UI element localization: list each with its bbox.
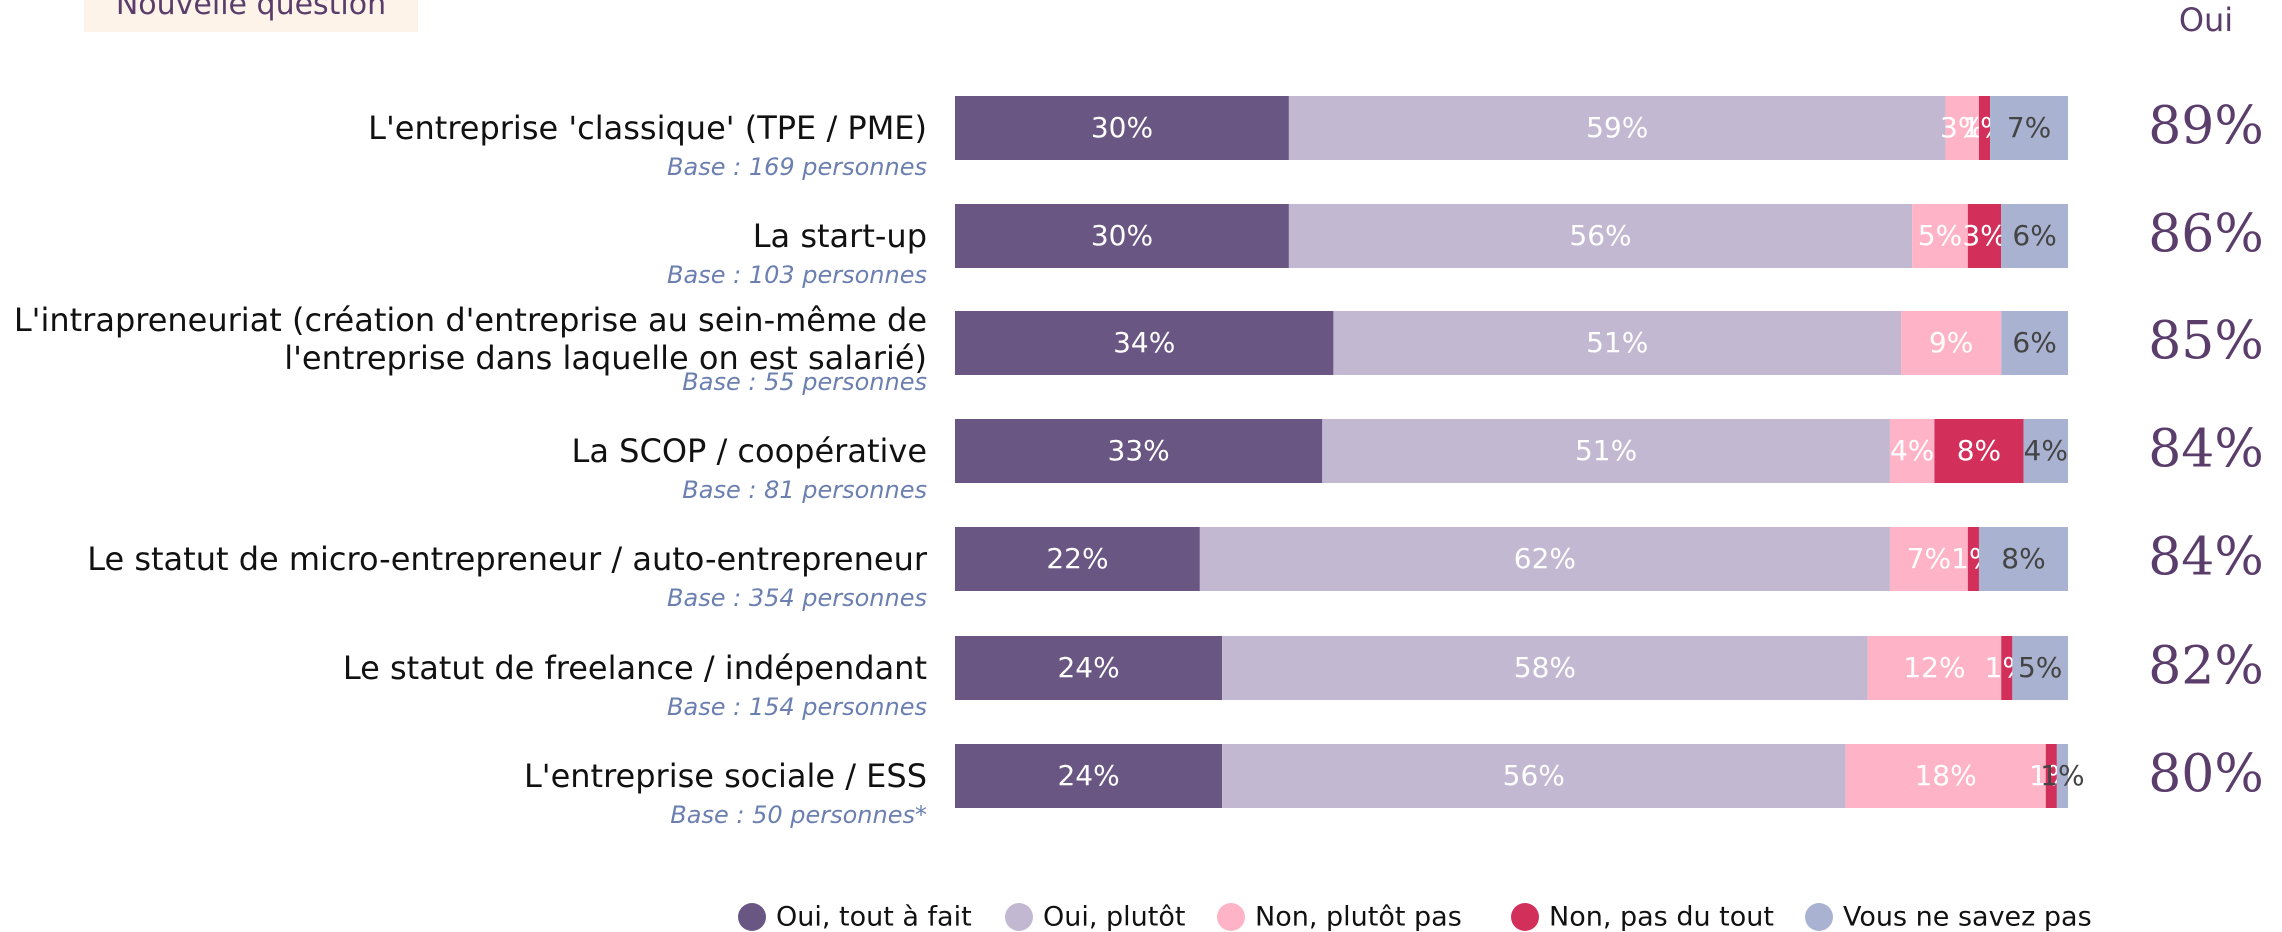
value-label: 34% [1113, 326, 1175, 359]
bar-segment [1222, 636, 1868, 700]
value-label: 4% [1890, 434, 1934, 467]
value-label: 59% [1586, 111, 1648, 144]
value-label: 22% [1046, 542, 1108, 575]
bar-segment [955, 744, 1223, 808]
value-label: 12% [1903, 651, 1965, 684]
value-label: 5% [1918, 219, 1962, 252]
bar-segment [955, 636, 1223, 700]
value-label: 6% [2012, 219, 2056, 252]
category-label: Le statut de micro-entrepreneur / auto-e… [87, 540, 927, 578]
value-label: 4% [2024, 434, 2068, 467]
value-label: 56% [1503, 759, 1565, 792]
base-label: Base : 50 personnes* [670, 801, 927, 829]
category-label: L'entreprise sociale / ESS [523, 757, 927, 795]
bar-segment [1912, 204, 1968, 268]
bar-segment [955, 204, 1289, 268]
bar-segment [1333, 311, 1902, 375]
value-label: 8% [2001, 542, 2045, 575]
value-label: 58% [1514, 651, 1576, 684]
legend-label: Non, plutôt pas [1255, 902, 1462, 932]
bar-segment [1934, 419, 2024, 483]
legend-swatch [738, 903, 766, 931]
value-label: 7% [2007, 111, 2051, 144]
bar-segment [1222, 744, 1846, 808]
base-label: Base : 55 personnes [682, 368, 927, 396]
value-label: 33% [1108, 434, 1170, 467]
value-label: 1% [2040, 759, 2084, 792]
legend-label: Oui, tout à fait [776, 902, 972, 932]
category-label: L'intrapreneuriat (création d'entreprise… [13, 301, 927, 377]
bar-segment [2012, 636, 2068, 700]
total-label: 82% [2148, 637, 2264, 697]
base-label: Base : 354 personnes [667, 584, 927, 612]
bar-segment [1967, 204, 2002, 268]
bar-segment [1889, 419, 1935, 483]
total-label: 84% [2148, 420, 2264, 480]
legend-label: Oui, plutôt [1043, 902, 1185, 932]
value-label: 56% [1569, 219, 1631, 252]
bar-segment [1978, 96, 1991, 160]
legend-swatch [1511, 903, 1539, 931]
value-label: 24% [1057, 651, 1119, 684]
value-label: 5% [2018, 651, 2062, 684]
bar-segment [1945, 96, 1979, 160]
bar-segment [2001, 636, 2013, 700]
legend-label: Vous ne savez pas [1843, 902, 2092, 932]
totals-header: Oui [2179, 1, 2233, 39]
category-label: L'entreprise 'classique' (TPE / PME) [368, 109, 927, 147]
legend-label: Non, pas du tout [1549, 902, 1774, 932]
legend-swatch [1805, 903, 1833, 931]
bar-segment [1288, 204, 1913, 268]
legend-swatch [1217, 903, 1245, 931]
value-label: 3% [1940, 111, 1984, 144]
value-label: 51% [1586, 326, 1648, 359]
value-label: 51% [1575, 434, 1637, 467]
total-label: 80% [2148, 745, 2264, 805]
bar-segment [1288, 96, 1946, 160]
bar-segment [1845, 744, 2046, 808]
value-label: 8% [1957, 434, 2001, 467]
base-label: Base : 103 personnes [667, 261, 927, 289]
total-label: 85% [2148, 312, 2264, 372]
base-label: Base : 169 personnes [667, 153, 927, 181]
value-label: 30% [1091, 219, 1153, 252]
bar-segment [1889, 527, 1968, 591]
value-label: 7% [1907, 542, 1951, 575]
bar-segment [955, 311, 1334, 375]
total-label: 86% [2148, 205, 2264, 265]
bar-segment [2056, 744, 2068, 808]
bar-segment [1322, 419, 1890, 483]
category-label: Le statut de freelance / indépendant [342, 649, 927, 687]
value-label: 9% [1929, 326, 1973, 359]
value-label: 3% [1962, 219, 2006, 252]
new-question-button[interactable]: Nouvelle question [84, 0, 418, 32]
bar-segment [2023, 419, 2068, 483]
total-label: 89% [2148, 97, 2264, 157]
category-label: La start-up [752, 217, 927, 255]
bar-segment [1967, 527, 1979, 591]
value-label: 62% [1514, 542, 1576, 575]
value-label: 24% [1057, 759, 1119, 792]
bar-segment [955, 96, 1289, 160]
category-label: La SCOP / coopérative [571, 432, 927, 470]
value-label: 6% [2012, 326, 2056, 359]
bar-segment [1867, 636, 2002, 700]
base-label: Base : 81 personnes [682, 476, 927, 504]
legend-swatch [1005, 903, 1033, 931]
value-label: 30% [1091, 111, 1153, 144]
bar-segment [955, 527, 1200, 591]
bar-segment [955, 419, 1323, 483]
bar-segment [1901, 311, 2002, 375]
value-label: 18% [1914, 759, 1976, 792]
bar-segment [2045, 744, 2057, 808]
total-label: 84% [2148, 528, 2264, 588]
bar-segment [1978, 527, 2068, 591]
bar-segment [2001, 204, 2068, 268]
bar-segment [1990, 96, 2068, 160]
bar-segment [2001, 311, 2068, 375]
bar-segment [1199, 527, 1890, 591]
base-label: Base : 154 personnes [667, 693, 927, 721]
